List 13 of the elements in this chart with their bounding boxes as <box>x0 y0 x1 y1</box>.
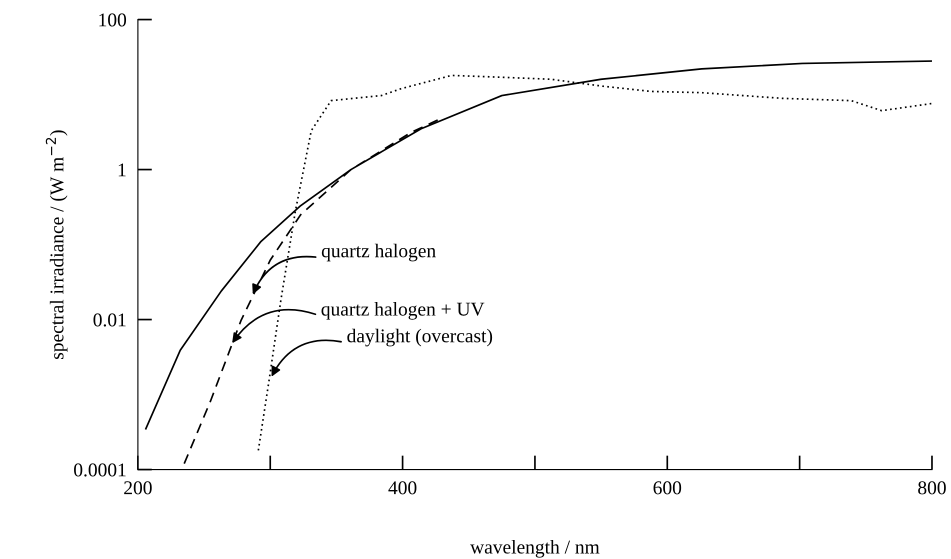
x-axis-title: wavelength / nm <box>470 540 600 558</box>
x-tick-label: 400 <box>388 481 416 494</box>
y-axis-title: spectral irradiance / (W m$^{−2}$) <box>46 130 68 359</box>
x-tick-label: 200 <box>124 481 152 494</box>
y-tick-label: 100 <box>99 13 126 27</box>
y-tick-label: 0.01 <box>93 313 126 327</box>
x-tick-label: 800 <box>918 481 946 494</box>
y-tick-label: 1 <box>118 163 126 176</box>
x-tick-label: 600 <box>654 481 682 494</box>
annotation: daylight (overcast) <box>347 328 492 346</box>
annotation: quartz halogen + UV <box>322 302 484 320</box>
annotation: quartz halogen <box>322 244 436 262</box>
y-tick-label: 0.0001 <box>74 463 126 477</box>
